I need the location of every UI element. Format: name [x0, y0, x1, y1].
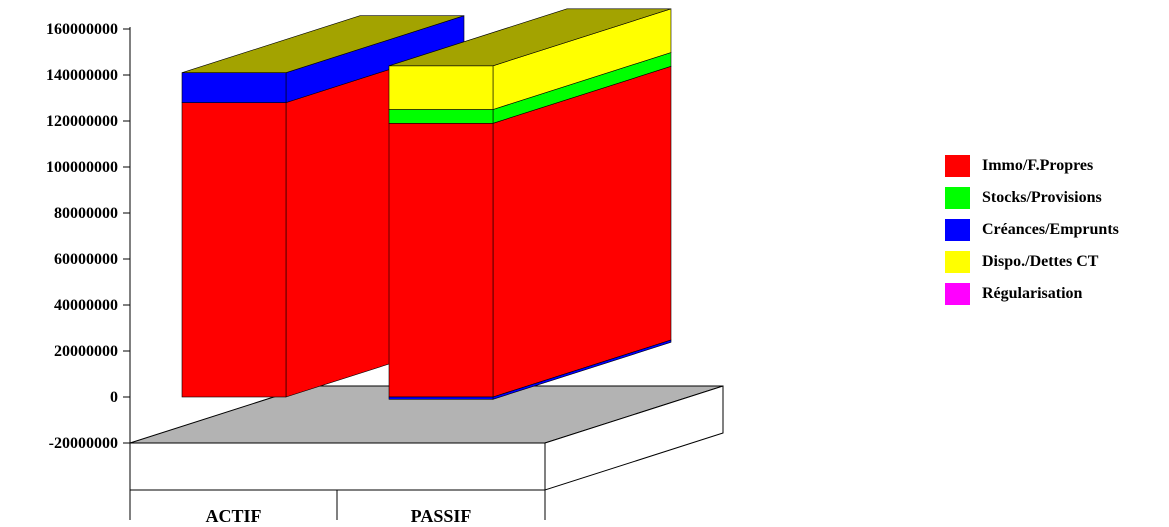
- bar-side-passif: [493, 66, 671, 397]
- category-label-actif: ACTIF: [205, 506, 261, 526]
- legend-item: Immo/F.Propres: [945, 150, 1167, 182]
- y-tick-label: 40000000: [54, 297, 118, 314]
- legend-swatch: [945, 187, 970, 209]
- legend-label: Régularisation: [982, 285, 1082, 303]
- legend-swatch: [945, 155, 970, 177]
- bar-segment-passif: [389, 397, 493, 399]
- y-tick-label: -20000000: [49, 435, 118, 452]
- bar-segment-passif: [389, 123, 493, 397]
- category-axis: ACTIF PASSIF: [130, 490, 545, 526]
- legend-item: Régularisation: [945, 278, 1167, 310]
- floor-front: [130, 443, 545, 490]
- legend-label: Stocks/Provisions: [982, 189, 1102, 207]
- bars: [182, 9, 671, 400]
- y-tick-label: 60000000: [54, 251, 118, 268]
- bar-segment-passif: [389, 66, 493, 110]
- legend-label: Dispo./Dettes CT: [982, 253, 1098, 271]
- bar-segment-actif: [182, 73, 286, 103]
- y-tick-label: 140000000: [46, 67, 118, 84]
- y-tick-label: 0: [110, 389, 118, 406]
- legend-swatch: [945, 283, 970, 305]
- bar-segment-actif: [182, 103, 286, 397]
- legend-item: Stocks/Provisions: [945, 182, 1167, 214]
- legend-item: Créances/Emprunts: [945, 214, 1167, 246]
- legend-label: Créances/Emprunts: [982, 221, 1119, 239]
- y-tick-label: 160000000: [46, 21, 118, 38]
- legend-item: Dispo./Dettes CT: [945, 246, 1167, 278]
- y-tick-label: 80000000: [54, 205, 118, 222]
- legend-label: Immo/F.Propres: [982, 157, 1093, 175]
- bar-segment-passif: [389, 110, 493, 124]
- chart-floor: [130, 386, 723, 490]
- legend: Immo/F.Propres Stocks/Provisions Créances/…: [945, 150, 1167, 310]
- category-label-passif: PASSIF: [411, 506, 472, 526]
- y-tick-label: 120000000: [46, 113, 118, 130]
- y-tick-label: 100000000: [46, 159, 118, 176]
- y-tick-label: 20000000: [54, 343, 118, 360]
- y-axis: 160000000 140000000 120000000 100000000 8000…: [46, 21, 130, 452]
- column-passif: [389, 9, 671, 400]
- legend-swatch: [945, 219, 970, 241]
- legend-swatch: [945, 251, 970, 273]
